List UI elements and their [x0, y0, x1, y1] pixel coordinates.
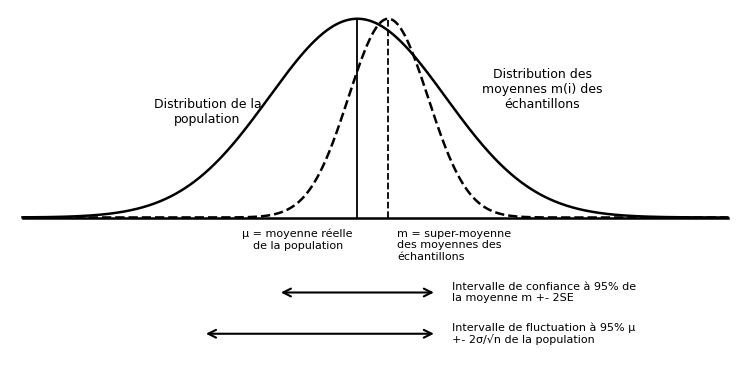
Text: Distribution de la
population: Distribution de la population: [154, 99, 262, 126]
Text: μ = moyenne réelle
de la population: μ = moyenne réelle de la population: [242, 229, 353, 251]
Text: Intervalle de confiance à 95% de
la moyenne m +- 2SE: Intervalle de confiance à 95% de la moye…: [452, 282, 636, 303]
Text: m = super-moyenne
des moyennes des
échantillons: m = super-moyenne des moyennes des échan…: [397, 229, 512, 262]
Text: Distribution des
moyennes m(i) des
échantillons: Distribution des moyennes m(i) des échan…: [482, 69, 603, 111]
Text: Intervalle de fluctuation à 95% μ
+- 2σ/√n de la population: Intervalle de fluctuation à 95% μ +- 2σ/…: [452, 322, 635, 345]
